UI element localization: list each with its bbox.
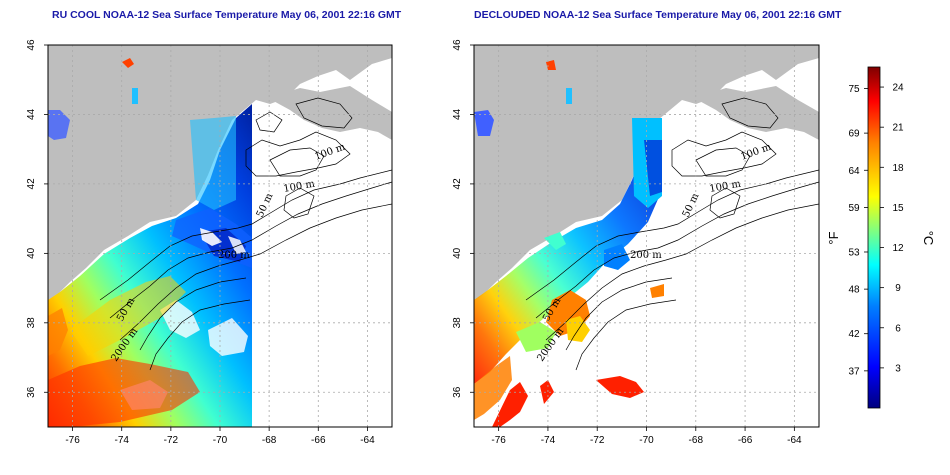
colorbar-gradient: [867, 66, 881, 409]
left-lat-axis: 46 44 42 40 38 36: [26, 39, 48, 398]
lat-tick-label: 36: [452, 386, 463, 398]
celsius-tick-label: 15: [892, 203, 904, 214]
lon-tick-label: -64: [360, 435, 375, 446]
celsius-scale: 24 21 18 15 12 9 6 3: [880, 83, 904, 374]
lon-tick-label: -68: [262, 435, 277, 446]
fahrenheit-tick-label: 75: [848, 84, 860, 95]
lon-tick-label: -74: [541, 435, 556, 446]
lat-tick-label: 38: [452, 317, 463, 329]
lon-tick-label: -66: [738, 435, 753, 446]
celsius-tick-label: 3: [895, 363, 901, 374]
right-map-land: [474, 45, 819, 300]
celsius-unit-label: °C: [921, 231, 936, 246]
right-map-panel: 100 m 100 m 50 m 50 m 200 m 2000 m -76 -7…: [452, 39, 820, 446]
celsius-tick-label: 21: [892, 123, 904, 134]
right-sst-imagery: [474, 60, 664, 427]
fahrenheit-tick-label: 69: [848, 129, 860, 140]
fahrenheit-tick-label: 48: [848, 285, 860, 296]
fahrenheit-tick-label: 37: [848, 366, 860, 377]
right-lat-axis: 46 44 42 40 38 36: [452, 39, 474, 398]
lon-tick-label: -76: [491, 435, 506, 446]
lat-tick-label: 40: [26, 247, 37, 259]
left-grid: [48, 44, 392, 427]
lat-tick-label: 38: [26, 317, 37, 329]
left-lon-axis: -76 -74 -72 -70 -68 -66 -64: [65, 427, 375, 446]
right-lon-axis: -76 -74 -72 -70 -68 -66 -64: [491, 427, 802, 446]
celsius-tick-label: 6: [895, 323, 901, 334]
lon-tick-label: -72: [164, 435, 179, 446]
fahrenheit-unit-label: °F: [826, 231, 841, 244]
lat-tick-label: 46: [452, 39, 463, 51]
lon-tick-label: -74: [114, 435, 129, 446]
celsius-tick-label: 24: [892, 83, 904, 94]
temperature-colorbar: 75 69 64 59 53 48 42 37 24 21 18 15 12 9 6 3 °F °C: [826, 66, 936, 409]
lon-tick-label: -76: [65, 435, 80, 446]
lon-tick-label: -66: [311, 435, 326, 446]
lat-tick-label: 42: [26, 178, 37, 190]
right-map-title: DECLOUDED NOAA-12 Sea Surface Temperatur…: [474, 9, 842, 21]
right-grid: [474, 44, 819, 427]
lon-tick-label: -68: [689, 435, 704, 446]
lat-tick-label: 44: [452, 108, 463, 120]
fahrenheit-tick-label: 59: [848, 203, 860, 214]
lat-tick-label: 44: [26, 108, 37, 120]
lat-tick-label: 40: [452, 247, 463, 259]
fahrenheit-scale: 75 69 64 59 53 48 42 37: [848, 84, 868, 377]
right-bathymetry-contours: [525, 97, 820, 371]
celsius-tick-label: 18: [892, 163, 904, 174]
lon-tick-label: -70: [213, 435, 228, 446]
lat-tick-label: 36: [26, 386, 37, 398]
right-map-nova-scotia: [694, 86, 819, 140]
lon-tick-label: -70: [639, 435, 654, 446]
left-map-title: RU COOL NOAA-12 Sea Surface Temperature …: [52, 9, 402, 21]
lon-tick-label: -72: [590, 435, 605, 446]
left-map-panel: 100 m 100 m 50 m 50 m 200 m 2000 m -76 -7…: [26, 39, 393, 446]
fahrenheit-tick-label: 64: [848, 166, 860, 177]
fahrenheit-tick-label: 42: [848, 329, 860, 340]
lat-tick-label: 42: [452, 178, 463, 190]
fahrenheit-tick-label: 53: [848, 247, 860, 258]
celsius-tick-label: 12: [892, 243, 904, 254]
celsius-tick-label: 9: [895, 283, 901, 294]
lat-tick-label: 46: [26, 39, 37, 51]
left-contour-label-200m: 200 m: [218, 250, 250, 261]
left-map-land: [48, 45, 392, 300]
left-map-nova-scotia: [268, 86, 392, 140]
lon-tick-label: -64: [787, 435, 802, 446]
